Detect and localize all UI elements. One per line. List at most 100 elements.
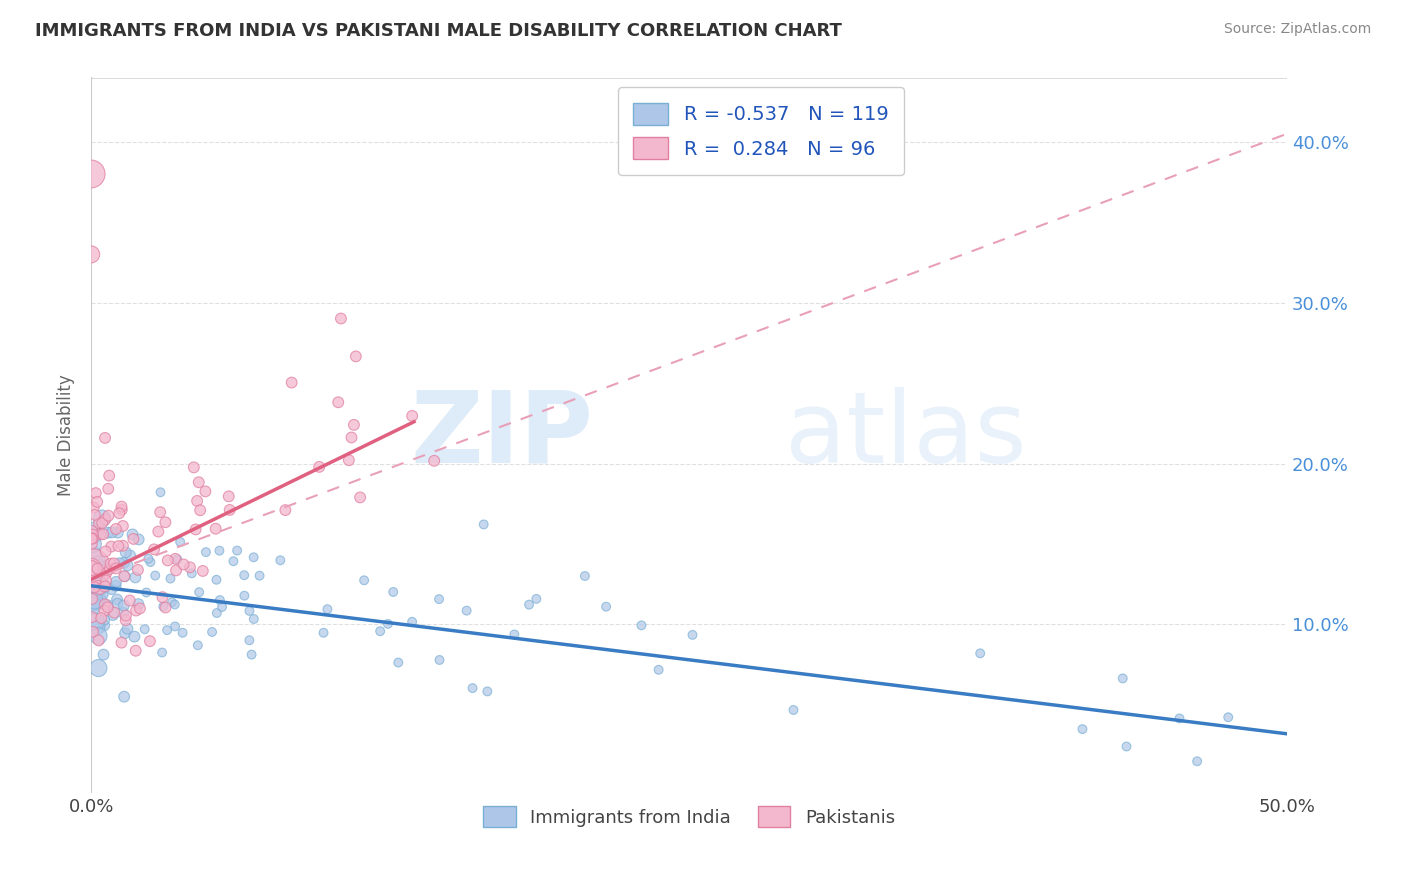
Point: [183, 460, 205, 475]
Point: [166, 552, 188, 566]
Text: Source: ZipAtlas.com: Source: ZipAtlas.com: [1223, 22, 1371, 37]
Point: [127, 563, 149, 577]
Point: [337, 453, 360, 467]
Point: [138, 551, 160, 566]
Point: [114, 613, 136, 627]
Point: [87, 516, 110, 531]
Point: [96, 599, 118, 613]
Point: [226, 543, 249, 558]
Point: [114, 569, 136, 583]
Point: [93, 613, 115, 627]
Point: [90, 511, 112, 525]
Point: [477, 684, 499, 698]
Point: [208, 593, 231, 607]
Point: [233, 589, 256, 603]
Point: [82, 532, 104, 546]
Point: [107, 539, 129, 553]
Point: [97, 600, 120, 615]
Point: [87, 580, 110, 594]
Point: [353, 574, 375, 588]
Point: [194, 484, 217, 499]
Point: [218, 503, 240, 517]
Point: [94, 544, 117, 558]
Point: [382, 585, 405, 599]
Point: [125, 644, 148, 658]
Point: [83, 593, 105, 607]
Point: [1071, 722, 1094, 736]
Point: [86, 619, 108, 633]
Point: [87, 661, 110, 675]
Point: [427, 592, 450, 607]
Point: [179, 560, 201, 574]
Point: [87, 571, 110, 585]
Point: [782, 703, 804, 717]
Point: [165, 564, 187, 578]
Point: [94, 579, 117, 593]
Point: [90, 611, 112, 625]
Point: [143, 568, 166, 582]
Point: [218, 489, 240, 503]
Point: [93, 576, 115, 591]
Point: [80, 524, 103, 538]
Point: [93, 604, 115, 618]
Point: [91, 527, 114, 541]
Point: [647, 663, 669, 677]
Point: [139, 555, 162, 569]
Point: [152, 599, 174, 614]
Text: atlas: atlas: [785, 387, 1026, 483]
Point: [89, 582, 111, 597]
Point: [124, 570, 146, 584]
Point: [93, 648, 115, 662]
Point: [155, 600, 177, 615]
Point: [456, 604, 478, 618]
Point: [188, 503, 211, 517]
Point: [204, 522, 226, 536]
Point: [1185, 754, 1208, 768]
Point: [188, 585, 211, 599]
Point: [969, 646, 991, 660]
Point: [104, 579, 127, 593]
Point: [343, 417, 366, 432]
Text: IMMIGRANTS FROM INDIA VS PAKISTANI MALE DISABILITY CORRELATION CHART: IMMIGRANTS FROM INDIA VS PAKISTANI MALE …: [35, 22, 842, 40]
Point: [127, 597, 149, 611]
Point: [149, 505, 172, 519]
Point: [329, 311, 352, 326]
Point: [155, 515, 177, 529]
Point: [104, 561, 127, 575]
Point: [187, 475, 209, 490]
Point: [312, 625, 335, 640]
Point: [340, 430, 363, 444]
Point: [108, 506, 131, 520]
Point: [94, 566, 117, 581]
Point: [205, 573, 228, 587]
Point: [148, 524, 170, 539]
Point: [80, 167, 103, 181]
Point: [1218, 710, 1240, 724]
Point: [574, 569, 596, 583]
Point: [82, 599, 104, 613]
Point: [101, 607, 124, 622]
Point: [105, 574, 128, 589]
Point: [401, 615, 423, 629]
Point: [423, 454, 446, 468]
Point: [269, 553, 291, 567]
Point: [112, 606, 135, 620]
Point: [114, 545, 136, 559]
Point: [129, 601, 152, 615]
Point: [205, 606, 228, 620]
Point: [84, 615, 107, 629]
Point: [107, 525, 129, 540]
Point: [87, 558, 110, 572]
Point: [238, 604, 260, 618]
Point: [472, 517, 495, 532]
Point: [89, 527, 111, 541]
Point: [595, 599, 617, 614]
Point: [93, 580, 115, 594]
Point: [94, 512, 117, 526]
Point: [110, 500, 132, 514]
Point: [84, 486, 107, 500]
Point: [80, 247, 103, 261]
Point: [112, 556, 135, 570]
Point: [82, 624, 104, 639]
Point: [80, 561, 103, 575]
